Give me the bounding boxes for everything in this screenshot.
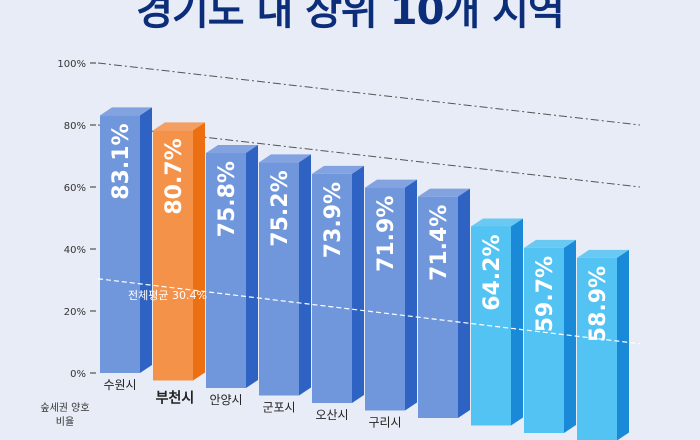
bar-side [352,165,364,403]
bar-side [458,188,470,418]
bar-top [471,218,523,227]
bar-top [365,179,417,188]
y-tick-label: 20% [64,307,86,318]
value-label: 73.9% [321,182,346,258]
bar-top [418,188,470,197]
bar-top [312,165,364,174]
value-label: 71.4% [427,205,452,281]
y-tick-label: 40% [64,245,86,256]
value-label: 58.9% [586,266,611,342]
bar-side [564,239,576,433]
average-label: 전체평균 30.4% [128,289,207,302]
bar-top [577,249,629,258]
bar-top [153,122,205,131]
guide-line [97,62,641,126]
bar-top [206,145,258,154]
value-label: 75.2% [268,170,293,246]
y-axis-label: 숲세권 양호 비율 [40,403,90,428]
bar [206,153,246,388]
average-line [97,278,641,345]
bar [524,247,564,433]
bar-side [299,154,311,396]
bar-side [140,107,152,373]
bar [153,130,193,381]
bar [100,115,140,373]
value-label: 75.8% [215,161,240,237]
bar-top [524,239,576,248]
bar-side [511,218,523,426]
category-label: 오산시 [315,408,348,422]
value-label: 59.7% [533,256,558,332]
category-label: 수원시 [103,378,136,392]
value-label: 71.9% [374,196,399,272]
bar-side [193,122,205,381]
bar-side [405,179,417,411]
y-tick-label: 80% [64,121,86,132]
bar-top [100,107,152,116]
y-tick-label: 100% [57,59,86,70]
category-label: 부천시 [156,391,195,407]
bar [312,173,352,403]
chart-title: 경기도 내 상위 10개 지역 [136,0,565,34]
value-label: 80.7% [162,138,187,214]
bar-top [259,154,311,163]
y-tick-label: 60% [64,183,86,194]
value-label: 83.1% [109,123,134,199]
bar [365,187,405,411]
y-tick-label: 0% [70,369,86,380]
bar [259,162,299,396]
guide-line [97,124,641,188]
bar [577,257,617,440]
category-label: 군포시 [262,401,295,415]
bar-side [617,249,629,440]
category-label: 구리시 [368,416,401,430]
bar-side [246,145,258,388]
category-label: 안양시 [209,393,242,407]
value-label: 64.2% [480,234,505,310]
bar [418,196,458,418]
